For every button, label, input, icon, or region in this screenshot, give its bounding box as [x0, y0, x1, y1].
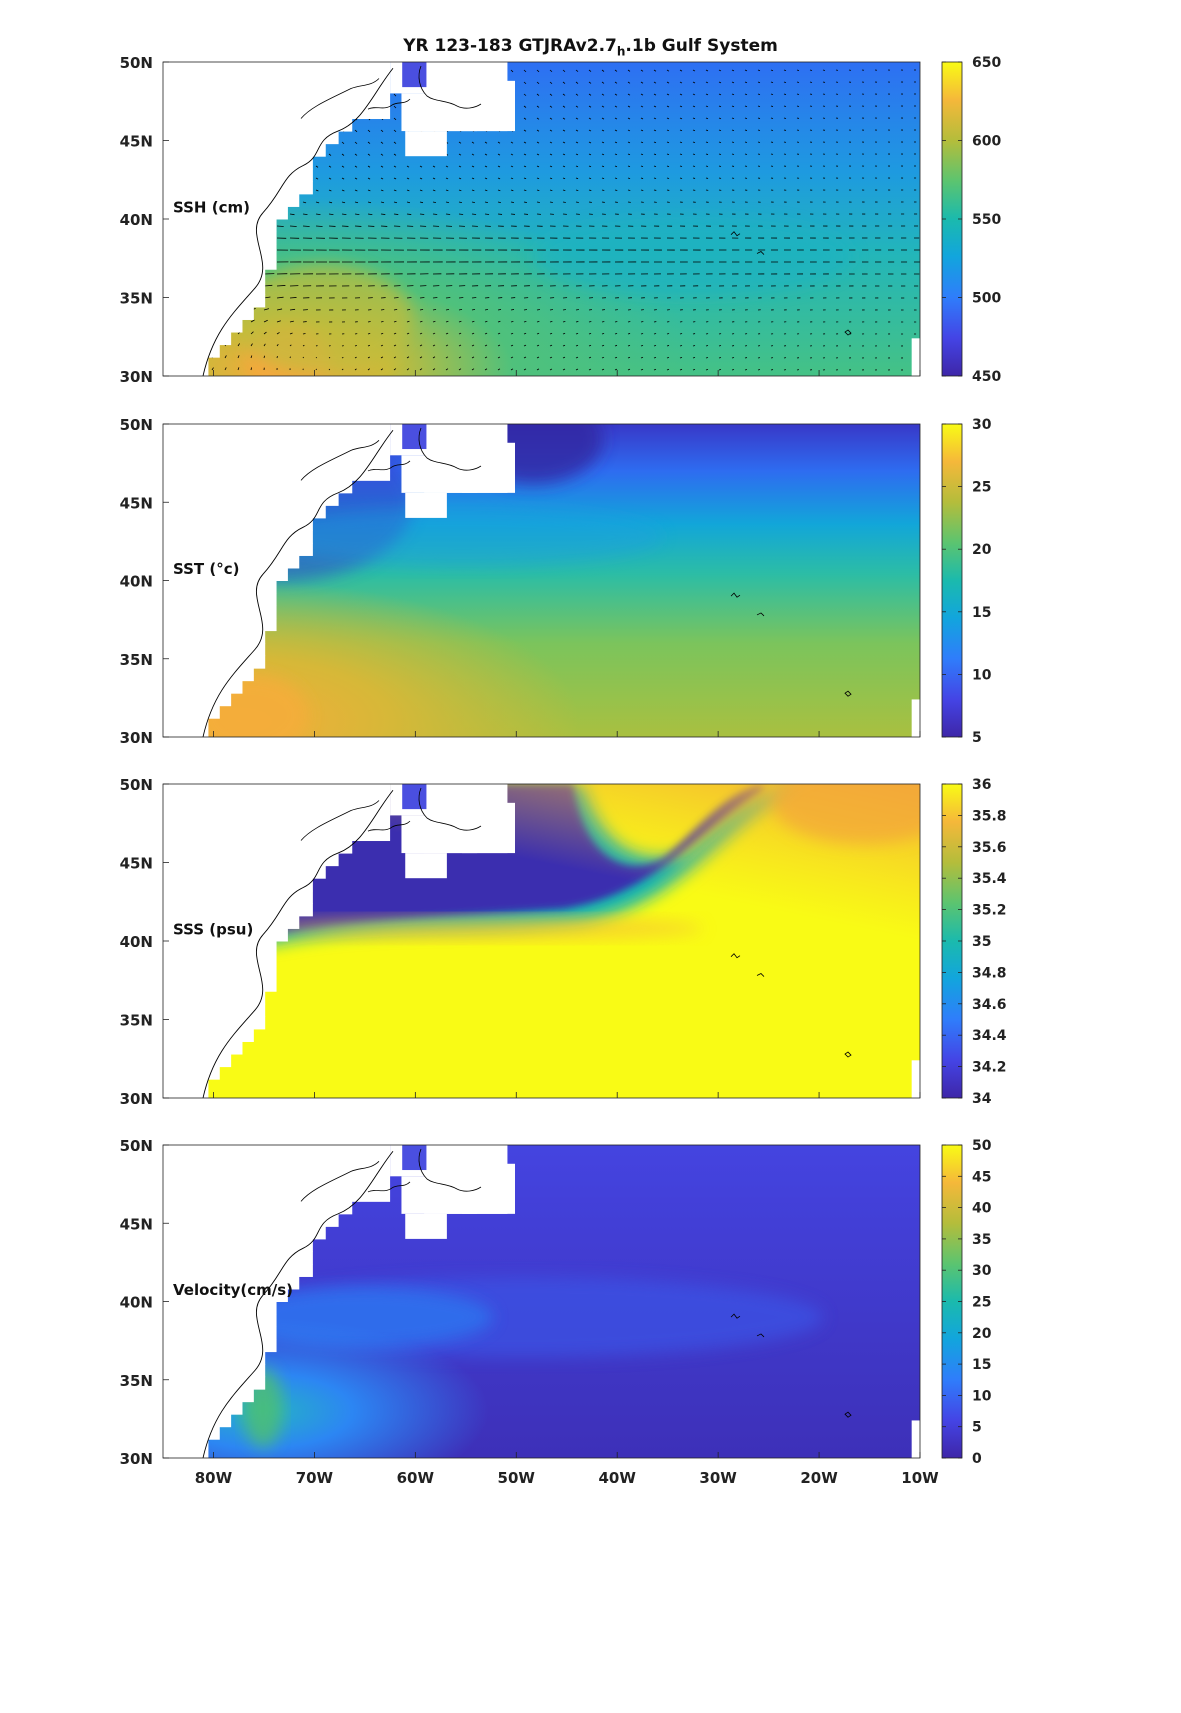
colorbar-tick-label: 30: [972, 1263, 992, 1279]
y-tick-label: 45N: [120, 1215, 153, 1233]
y-tick-label: 30N: [120, 729, 153, 747]
field-map: [163, 784, 920, 1098]
colorbar-tick-label: 34.8: [972, 965, 1007, 981]
y-tick-label: 35N: [120, 651, 153, 669]
colorbar-tick-label: 34.6: [972, 997, 1007, 1013]
colorbar-tick-label: 650: [972, 55, 1001, 71]
y-tick-label: 40N: [120, 933, 153, 951]
colorbar-tick-label: 36: [972, 777, 991, 793]
colorbar-tick-label: 34.2: [972, 1060, 1007, 1076]
panel-4: 30N 35N 40N 45N 50N 80W 70W 60W 50W 40W 30W 20W 10W V…: [120, 1137, 992, 1487]
colorbar-tick-label: 25: [972, 1295, 991, 1311]
y-tick-label: 40N: [120, 1294, 153, 1312]
colorbar-tick-label: 20: [972, 542, 992, 558]
figure-title: YR 123-183 GTJRAv2.7h.1b Gulf System: [403, 36, 778, 59]
panel-label: SSH (cm): [173, 199, 250, 217]
x-tick-label: 50W: [498, 1469, 536, 1487]
colorbar-tick-label: 20: [972, 1326, 992, 1342]
x-tick-label: 30W: [699, 1469, 737, 1487]
y-tick-label: 35N: [120, 290, 153, 308]
panel-label: Velocity(cm/s): [173, 1281, 293, 1299]
y-tick-label: 30N: [120, 1450, 153, 1468]
colorbar-tick-label: 45: [972, 1169, 991, 1185]
colorbar-tick-label: 600: [972, 134, 1001, 150]
field-map: [163, 62, 920, 376]
x-tick-label: 80W: [195, 1469, 233, 1487]
x-tick-label: 60W: [397, 1469, 435, 1487]
y-tick-label: 40N: [120, 573, 153, 591]
y-tick-label: 50N: [120, 54, 153, 72]
y-tick-label: 45N: [120, 855, 153, 873]
y-tick-label: 30N: [120, 368, 153, 386]
colorbar-tick-label: 10: [972, 667, 992, 683]
colorbar-tick-label: 5: [972, 1420, 982, 1436]
x-tick-label: 40W: [598, 1469, 636, 1487]
colorbar-tick-label: 35: [972, 1232, 991, 1248]
colorbar-tick-label: 35.8: [972, 808, 1007, 824]
panel-3: 30N 35N 40N 45N 50N SSS (psu) 34 34.2 34.4 34.6 34…: [120, 776, 1007, 1108]
colorbar-tick-label: 34.4: [972, 1028, 1007, 1044]
x-tick-label: 20W: [800, 1469, 838, 1487]
colorbar-tick-label: 35.6: [972, 840, 1007, 856]
colorbar-tick-label: 5: [972, 730, 982, 746]
colorbar-tick-label: 35.4: [972, 871, 1007, 887]
colorbar-tick-label: 15: [972, 1357, 991, 1373]
colorbar-tick-label: 34: [972, 1091, 992, 1107]
colorbar-tick-label: 0: [972, 1451, 982, 1467]
colorbar-tick-label: 35.2: [972, 903, 1007, 919]
y-tick-label: 45N: [120, 494, 153, 512]
colorbar-tick-label: 50: [972, 1138, 992, 1154]
field-map: [163, 424, 920, 737]
panel-2: 30N 35N 40N 45N 50N SST (°c) 5 10 15 20 25 30: [120, 416, 992, 747]
y-tick-label: 50N: [120, 1137, 153, 1155]
panel-label: SST (°c): [173, 560, 240, 578]
panel-label: SSS (psu): [173, 921, 253, 939]
x-tick-label: 10W: [901, 1469, 939, 1487]
colorbar-tick-label: 40: [972, 1201, 992, 1217]
colorbar-tick-label: 35: [972, 934, 991, 950]
y-tick-label: 35N: [120, 1372, 153, 1390]
y-tick-label: 35N: [120, 1012, 153, 1030]
colorbar-tick-label: 10: [972, 1388, 992, 1404]
y-tick-label: 40N: [120, 211, 153, 229]
colorbar-tick-label: 450: [972, 369, 1001, 385]
panel-1: 30N 35N 40N 45N 50N SSH (cm) 450 500 550 600 650: [120, 54, 1002, 386]
y-tick-label: 50N: [120, 416, 153, 434]
y-tick-label: 50N: [120, 776, 153, 794]
colorbar-tick-label: 500: [972, 291, 1001, 307]
colorbar-tick-label: 550: [972, 212, 1001, 228]
colorbar: [941, 423, 963, 738]
y-tick-label: 45N: [120, 133, 153, 151]
field-map: [163, 1145, 920, 1458]
colorbar-tick-label: 15: [972, 605, 991, 621]
colorbar-tick-label: 30: [972, 417, 992, 433]
x-tick-label: 70W: [296, 1469, 334, 1487]
colorbar-tick-label: 25: [972, 480, 991, 496]
y-tick-label: 30N: [120, 1090, 153, 1108]
